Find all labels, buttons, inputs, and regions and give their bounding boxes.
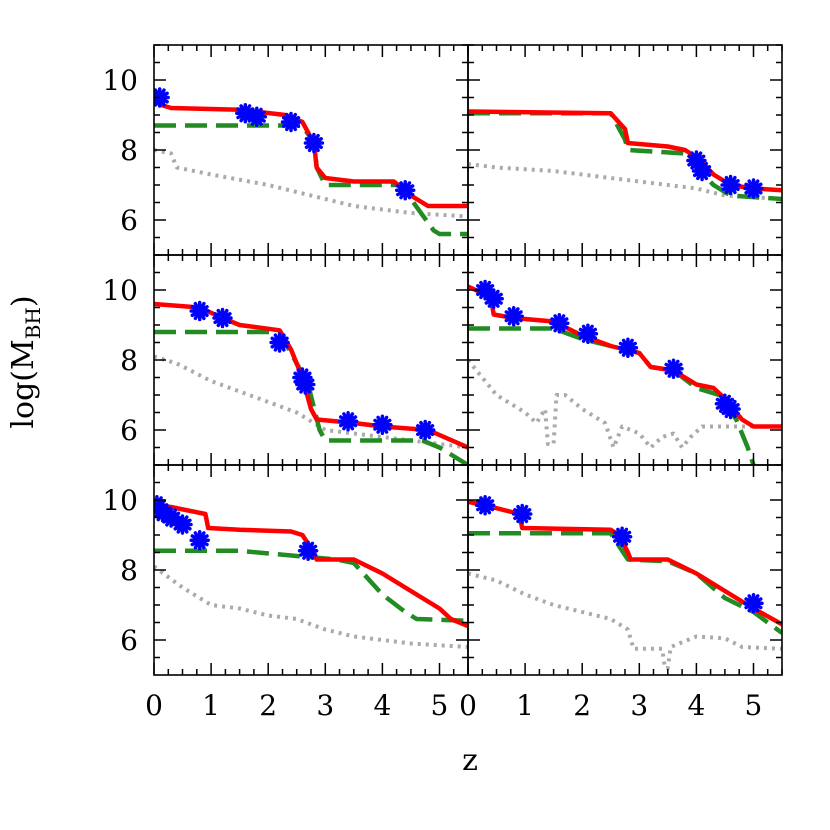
green-series-line (154, 548, 468, 624)
star-marker (720, 398, 741, 420)
red-series-line (154, 503, 468, 629)
star-marker (483, 288, 504, 310)
star-marker (611, 526, 633, 548)
star-marker (414, 419, 436, 441)
star-marker (743, 593, 764, 614)
star-marker (474, 279, 496, 301)
panel-5 (153, 464, 469, 676)
star-marker (246, 106, 268, 128)
y-axis-title-sub: BH (21, 307, 45, 339)
star-marker (743, 178, 764, 199)
star-marker (720, 174, 741, 196)
x-tick-label: 4 (687, 689, 705, 722)
star-marker (577, 323, 599, 345)
panel-1 (153, 44, 469, 256)
y-axis-title-main: log(M (6, 339, 41, 428)
y-tick-label: 8 (120, 554, 138, 587)
panel-2-data (468, 109, 782, 202)
star-marker (394, 180, 416, 201)
star-marker (474, 495, 496, 516)
star-marker (189, 530, 210, 551)
star-marker (280, 111, 302, 133)
x-tick-label: 4 (373, 689, 391, 722)
panel-4 (467, 254, 783, 466)
y-axis-title: log(MBH) (6, 295, 45, 428)
panel-ticks (467, 44, 783, 255)
x-tick-label: 5 (745, 689, 763, 722)
star-marker (372, 414, 393, 436)
star-marker (189, 300, 210, 322)
star-marker (172, 514, 193, 535)
red-series-line (468, 499, 782, 627)
star-marker (337, 411, 359, 432)
star-marker (686, 150, 707, 171)
y-tick-label: 8 (120, 344, 138, 377)
panel-3-data (154, 300, 468, 465)
star-marker (269, 332, 290, 353)
star-marker (617, 337, 639, 359)
red-series-line (154, 96, 468, 209)
y-axis-title-close: ) (6, 295, 41, 307)
star-marker (503, 306, 524, 327)
gray-series-line (154, 354, 468, 450)
panel-1-data (154, 87, 468, 237)
x-tick-label: 1 (516, 689, 534, 722)
panel-4-data (468, 279, 782, 465)
x-axis-title: z (462, 743, 478, 778)
x-tick-label: 5 (431, 689, 449, 722)
panel-ticks (153, 464, 469, 675)
gray-series-line (468, 358, 782, 450)
y-tick-label: 8 (120, 134, 138, 167)
panel-frame (467, 44, 783, 256)
x-tick-label: 1 (202, 689, 220, 722)
panel-ticks (467, 254, 783, 465)
star-marker (235, 102, 256, 124)
gray-series-line (468, 571, 782, 670)
panel-frame (153, 464, 469, 676)
gray-series-line (154, 564, 468, 649)
panel-5-data (154, 495, 468, 649)
x-tick-label: 2 (259, 689, 277, 722)
panel-3 (153, 254, 469, 466)
x-tick-label: 3 (316, 689, 334, 722)
y-tick-label: 10 (102, 484, 138, 517)
panel-frame (467, 254, 783, 466)
star-marker (295, 374, 316, 395)
y-tick-label: 6 (120, 624, 138, 657)
panel-2 (467, 44, 783, 256)
star-marker (297, 540, 319, 562)
star-marker (663, 358, 684, 380)
gray-series-line (154, 148, 468, 219)
x-tick-label: 0 (459, 689, 477, 722)
green-series-line (154, 329, 468, 465)
x-tick-label: 0 (145, 689, 163, 722)
panel-6-data (468, 495, 782, 670)
y-tick-label: 6 (120, 414, 138, 447)
panel-6 (467, 464, 783, 676)
panel-frame (467, 464, 783, 676)
star-marker (691, 160, 713, 182)
panel-grid (153, 44, 783, 676)
star-marker (549, 313, 570, 334)
star-marker (160, 507, 182, 528)
y-tick-label: 10 (102, 64, 138, 97)
y-tick-label: 6 (120, 204, 138, 237)
star-marker (303, 132, 325, 154)
x-tick-label: 3 (630, 689, 648, 722)
star-marker (212, 307, 233, 329)
x-tick-label: 2 (573, 689, 591, 722)
star-marker (511, 503, 533, 525)
y-tick-label: 10 (102, 274, 138, 307)
